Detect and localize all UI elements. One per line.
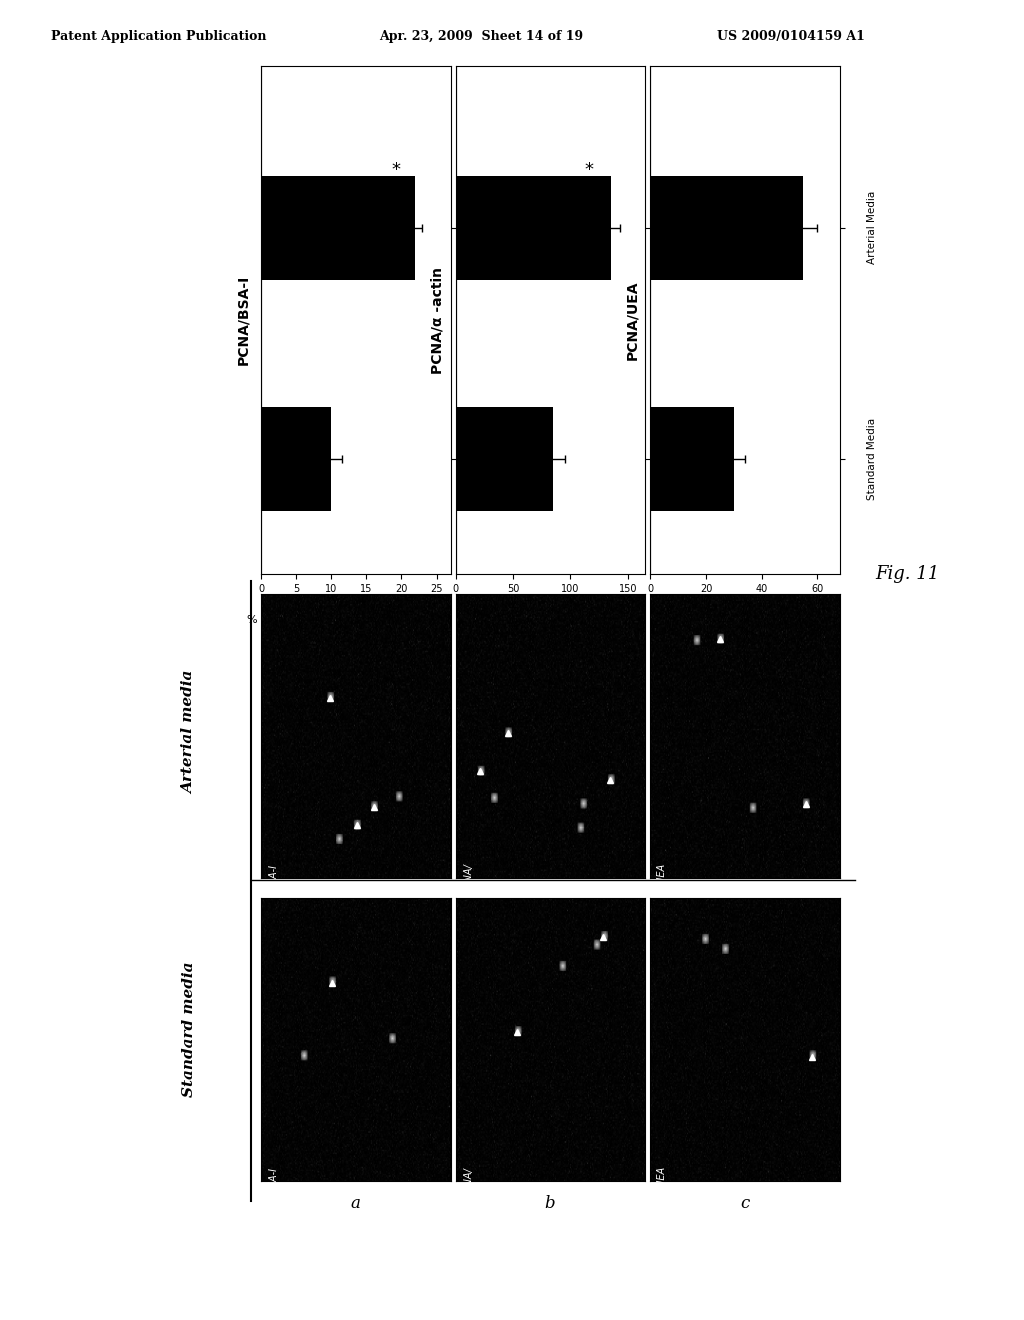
Text: Standard media: Standard media [182, 962, 197, 1097]
X-axis label: %: % [636, 615, 646, 624]
Bar [456, 176, 610, 280]
X-axis label: %: % [441, 615, 452, 624]
Y-axis label: PCNA/α -actin: PCNA/α -actin [430, 267, 444, 374]
Text: Fig. 11: Fig. 11 [876, 565, 940, 583]
Bar [456, 407, 553, 511]
Bar [261, 176, 416, 280]
Text: BSA-I: BSA-I [268, 863, 279, 890]
Text: Arterial media: Arterial media [182, 671, 197, 795]
Y-axis label: PCNA/UEA: PCNA/UEA [625, 280, 639, 360]
Text: *: * [585, 161, 594, 180]
Text: *: * [392, 161, 400, 180]
Text: a: a [350, 1195, 360, 1212]
Text: b: b [545, 1195, 555, 1212]
Text: /UEA: /UEA [657, 1167, 668, 1191]
Text: c: c [739, 1195, 750, 1212]
Text: BSA-I: BSA-I [268, 1167, 279, 1193]
Text: US 2009/0104159 A1: US 2009/0104159 A1 [717, 30, 864, 44]
Text: Apr. 23, 2009  Sheet 14 of 19: Apr. 23, 2009 Sheet 14 of 19 [379, 30, 583, 44]
Bar [261, 407, 332, 511]
Y-axis label: PCNA/BSA-I: PCNA/BSA-I [236, 275, 250, 366]
X-axis label: %: % [247, 615, 257, 624]
Bar [650, 176, 804, 280]
Text: PCNA/: PCNA/ [463, 1167, 473, 1197]
Text: /UEA: /UEA [657, 863, 668, 887]
Text: PCNA/: PCNA/ [463, 863, 473, 894]
Text: Patent Application Publication: Patent Application Publication [51, 30, 266, 44]
Bar [650, 407, 734, 511]
